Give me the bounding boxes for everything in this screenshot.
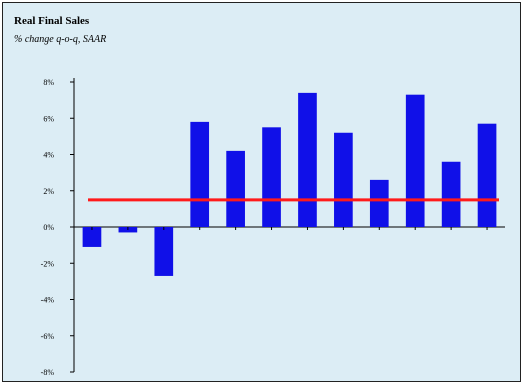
bar xyxy=(334,132,353,227)
y-tick-label: -6% xyxy=(41,332,55,341)
y-tick-label: 0% xyxy=(43,223,54,232)
bar xyxy=(154,227,174,276)
y-tick-label: -8% xyxy=(41,368,55,377)
bar xyxy=(477,123,497,227)
bar xyxy=(82,227,102,247)
y-tick-label: 8% xyxy=(43,78,54,87)
bar xyxy=(262,127,281,227)
bar xyxy=(226,150,245,227)
y-tick-label: 6% xyxy=(43,114,54,123)
y-tick-label: -4% xyxy=(41,296,55,305)
chart-subtitle: % change q-o-q, SAAR xyxy=(14,34,107,45)
bar xyxy=(369,179,389,227)
bar xyxy=(405,94,425,227)
y-tick-label: 4% xyxy=(43,151,54,160)
chart-title: Real Final Sales xyxy=(14,15,90,27)
y-tick-label: 2% xyxy=(43,187,54,196)
bar xyxy=(190,121,210,227)
bar xyxy=(441,161,461,227)
chart-frame: Real Final Sales % change q-o-q, SAAR xyxy=(2,2,521,382)
y-tick-label: -2% xyxy=(41,259,55,268)
bar xyxy=(298,92,317,227)
